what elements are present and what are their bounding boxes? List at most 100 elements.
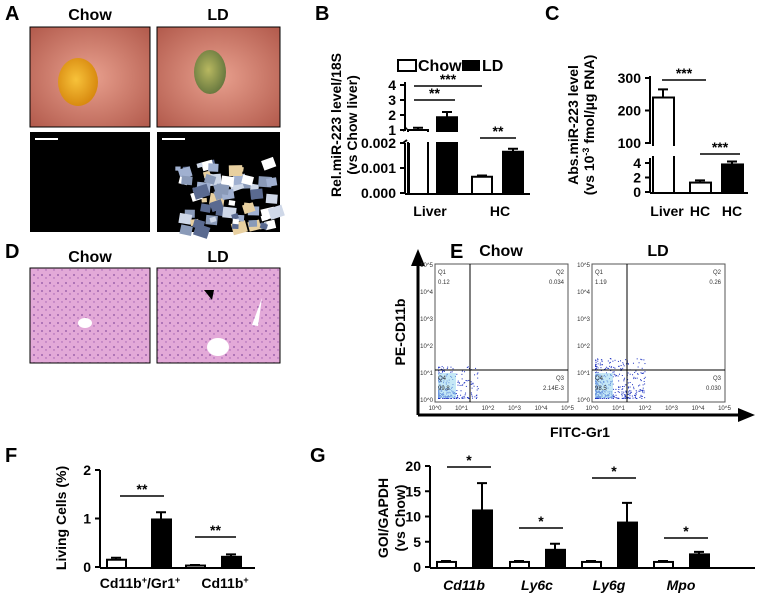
flow-event-dot — [627, 379, 629, 381]
flow-event-dot — [632, 362, 634, 364]
flow-event-dot — [633, 376, 635, 378]
c-x-label: Liver — [650, 203, 684, 219]
flow-event-dot — [472, 383, 474, 385]
c-x-label: HC — [722, 203, 742, 219]
q2-value: 0.26 — [709, 280, 721, 286]
g-ytick-label: 0 — [413, 559, 421, 575]
flow-event-dot — [451, 371, 453, 373]
flow-x-tick: 10^0 — [429, 406, 442, 412]
flow-event-dot — [643, 372, 645, 374]
flow-event-dot — [637, 366, 639, 368]
flow-event-dot — [441, 366, 443, 368]
flow-event-dot — [637, 373, 639, 375]
f-x-label: Cd11b+/Gr1+ — [100, 575, 181, 591]
flow-event-dot — [476, 373, 478, 375]
f-x-label: Cd11b+ — [201, 575, 248, 591]
flow-event-dot — [471, 395, 473, 397]
flow-event-dot — [622, 367, 624, 369]
crystal — [196, 162, 203, 169]
g-x-label: Cd11b — [443, 577, 485, 593]
flow-event-dot — [635, 396, 637, 398]
b-ytick-label: 3 — [388, 92, 396, 108]
flow-event-dot — [610, 358, 612, 360]
flow-event-dot — [464, 381, 466, 383]
flow-event-dot — [466, 366, 468, 368]
flow-event-dot — [438, 366, 440, 368]
flow-event-dot — [465, 385, 467, 387]
flow-event-dot — [595, 360, 597, 362]
flow-event-dot — [644, 371, 646, 373]
flow-event-dot — [618, 373, 620, 375]
f-x-label-part: Cd11b — [100, 575, 142, 591]
flow-event-dot — [450, 366, 452, 368]
flow-event-dot — [618, 365, 620, 367]
flow-event-dot — [457, 395, 459, 397]
flow-event-dot — [443, 370, 445, 372]
crystal — [241, 174, 254, 186]
flow-event-dot — [635, 397, 637, 399]
flow-event-dot — [612, 397, 614, 399]
flow-event-dot — [630, 390, 632, 392]
flow-event-dot — [633, 386, 635, 388]
flow-event-dot — [629, 395, 631, 397]
f-error-bar — [156, 511, 166, 520]
c-y-label-part: -3 — [581, 148, 591, 156]
flow-event-dot — [624, 396, 626, 398]
x-arrow-icon — [738, 408, 755, 422]
b-error-bar — [413, 126, 423, 130]
g-error-bar — [586, 559, 596, 562]
flow-x-tick: 10^1 — [455, 406, 468, 412]
flow-cytometry: FITC-Gr1 PE-CD11b Chow Q1 0.12 Q2 0.034 Q3 2.1… — [392, 243, 755, 440]
c-error-bar — [695, 179, 705, 183]
flow-event-dot — [475, 397, 477, 399]
flow-event-dot — [614, 359, 616, 361]
panel-label-a: A — [5, 3, 19, 25]
flow-event-dot — [643, 380, 645, 382]
g-bar — [545, 548, 566, 570]
flow-event-dot — [456, 397, 458, 399]
g-error-bar — [658, 559, 668, 562]
flow-event-dot — [614, 367, 616, 369]
flow-event-dot — [456, 390, 458, 392]
flow-event-dot — [619, 386, 621, 388]
flow-event-dot — [473, 385, 475, 387]
flow-x-tick: 10^5 — [561, 406, 574, 412]
flow-event-dot — [447, 366, 449, 368]
f-ytick-label: 0 — [83, 559, 91, 575]
b-sig: ** — [429, 85, 440, 101]
flow-event-dot — [643, 392, 645, 394]
g-bar — [472, 509, 493, 570]
crystal — [208, 163, 219, 172]
flow-event-dot — [604, 397, 606, 399]
g-x-label: Mpo — [667, 577, 696, 593]
b-x-label: Liver — [413, 203, 447, 219]
flow-event-dot — [601, 361, 603, 363]
flow-event-dot — [609, 362, 611, 364]
flow-event-dot — [468, 379, 470, 381]
flow-x-tick: 10^4 — [692, 406, 705, 412]
flow-event-dot — [463, 382, 465, 384]
flow-event-dot — [611, 366, 613, 368]
flow-event-dot — [450, 397, 452, 399]
g-ytick-label: 20 — [405, 458, 421, 474]
flow-x-tick: 10^1 — [612, 406, 625, 412]
flow-event-dot — [597, 363, 599, 365]
q4-label: Q4 — [595, 376, 604, 382]
g-error-bar — [550, 542, 560, 550]
flow-event-dot — [642, 387, 644, 389]
flow-event-dot — [641, 372, 643, 374]
g-sig: * — [466, 452, 472, 468]
g-error-bar — [477, 482, 487, 511]
flow-event-dot — [624, 377, 626, 379]
flow-x-label: FITC-Gr1 — [550, 424, 610, 440]
flow-x-tick: 10^2 — [482, 406, 495, 412]
crystal — [192, 183, 211, 200]
flow-event-dot — [643, 359, 645, 361]
flow-event-dot — [471, 383, 473, 385]
flow-event-dot — [605, 368, 607, 370]
b-x-label: HC — [490, 203, 510, 219]
flow-y-tick: 10^2 — [577, 344, 590, 350]
flow-event-dot — [621, 393, 623, 395]
flow-y-tick: 10^4 — [420, 290, 433, 296]
flow-event-dot — [634, 394, 636, 396]
